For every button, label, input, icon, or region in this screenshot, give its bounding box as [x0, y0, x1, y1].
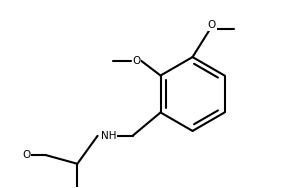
Text: O: O — [208, 20, 216, 30]
Text: O: O — [22, 150, 30, 160]
Text: NH: NH — [101, 131, 116, 141]
Text: O: O — [132, 56, 141, 66]
